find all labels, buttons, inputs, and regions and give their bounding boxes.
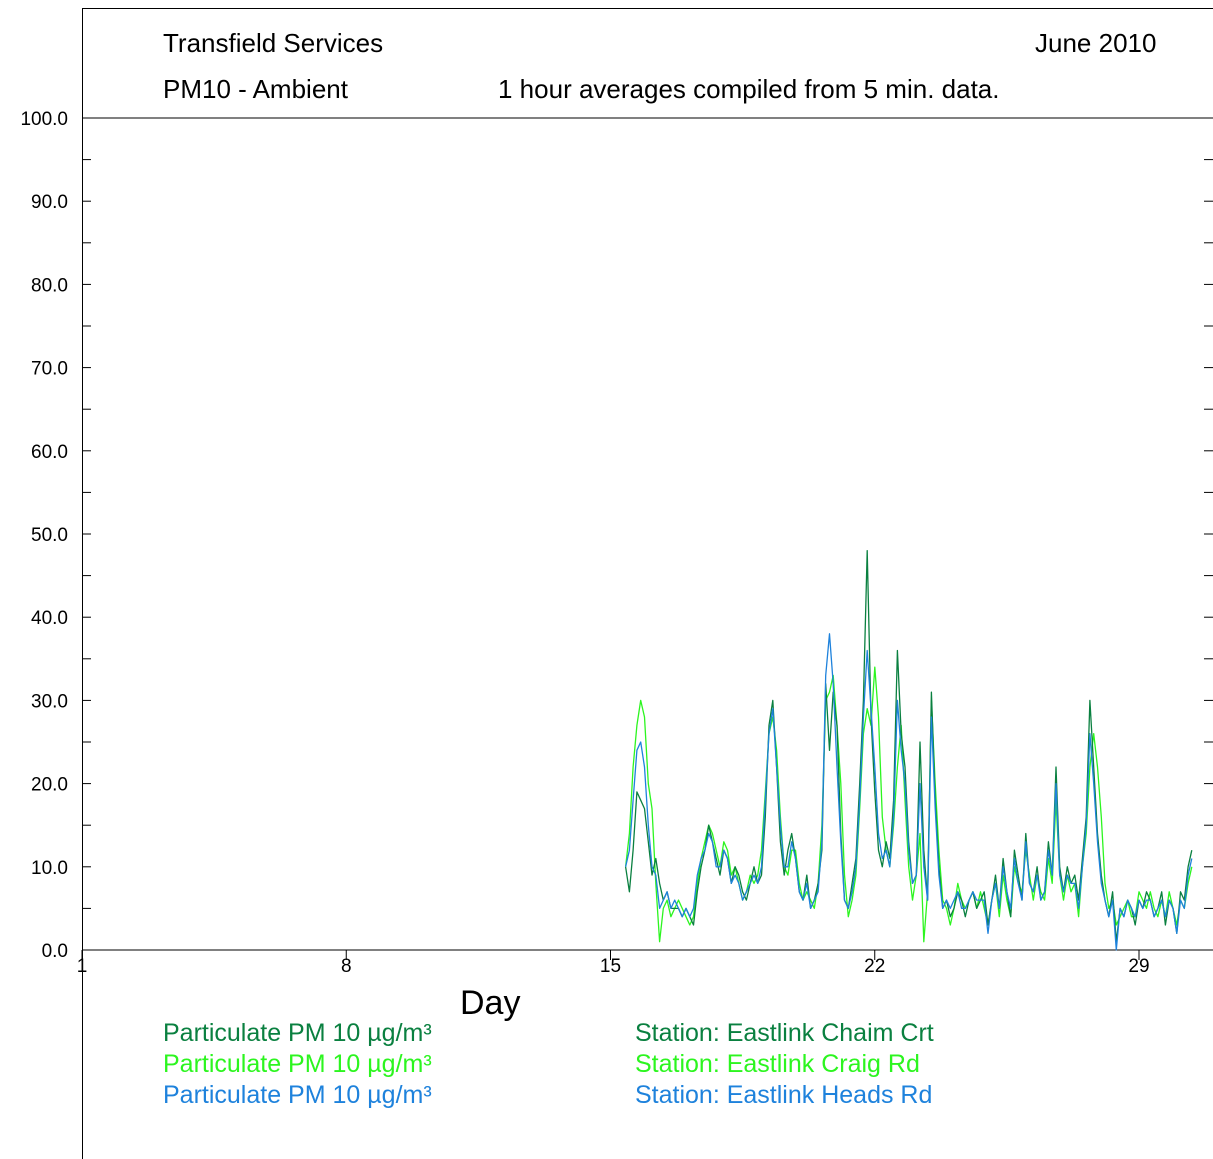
y-tick-label: 0.0 <box>42 941 68 962</box>
legend-parameter-3: Particulate PM 10 µg/m³ <box>163 1081 432 1109</box>
y-tick-label: 70.0 <box>31 359 68 380</box>
legend-parameter-2: Particulate PM 10 µg/m³ <box>163 1050 432 1078</box>
parameter-title: PM10 - Ambient <box>163 74 348 104</box>
legend-station-2: Station: Eastlink Craig Rd <box>635 1050 920 1078</box>
series-line-1 <box>624 549 1193 943</box>
y-tick-label: 30.0 <box>31 691 68 712</box>
y-tick-label: 10.0 <box>31 858 68 879</box>
x-tick-label: 29 <box>1128 956 1149 977</box>
y-tick-label: 50.0 <box>31 525 68 546</box>
company-name: Transfield Services <box>163 28 384 58</box>
y-tick-label: 90.0 <box>31 192 68 213</box>
y-tick-label: 60.0 <box>31 442 68 463</box>
series-line-3 <box>624 633 1193 951</box>
legend-station-1: Station: Eastlink Chaim Crt <box>635 1019 934 1047</box>
x-tick-label: 22 <box>864 956 885 977</box>
pm10-line-chart: 0.0 10.0 20.0 30.0 40.0 50.0 60.0 70.0 80.0 90.0 1… <box>20 109 1213 977</box>
y-tick-label: 100.0 <box>20 109 68 130</box>
chart-axes: 0.0 10.0 20.0 30.0 40.0 50.0 60.0 70.0 80.0 90.0 1… <box>20 109 1213 977</box>
series-layer <box>624 549 1193 951</box>
x-axis-label: Day <box>460 984 521 1022</box>
series-line-2 <box>624 666 1193 943</box>
y-tick-label: 20.0 <box>31 775 68 796</box>
report-date: June 2010 <box>1035 28 1157 58</box>
chart-frame <box>82 8 1213 1159</box>
averaging-note: 1 hour averages compiled from 5 min. dat… <box>498 74 1000 104</box>
y-tick-label: 40.0 <box>31 608 68 629</box>
x-tick-label: 8 <box>341 956 352 977</box>
legend-station-3: Station: Eastlink Heads Rd <box>635 1081 933 1109</box>
legend-parameter-1: Particulate PM 10 µg/m³ <box>163 1019 432 1047</box>
x-tick-label: 1 <box>77 956 88 977</box>
x-tick-label: 15 <box>600 956 621 977</box>
y-tick-label: 80.0 <box>31 275 68 296</box>
